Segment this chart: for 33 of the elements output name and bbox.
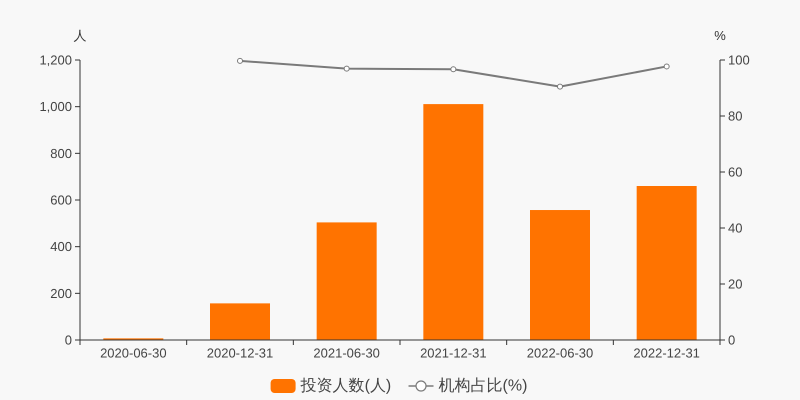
y-tick-label: 400 xyxy=(50,239,72,254)
x-tick-label: 2021-12-31 xyxy=(420,346,487,360)
y2-tick-label: 0 xyxy=(728,332,736,348)
x-tick-label: 2022-06-30 xyxy=(526,346,594,360)
legend-label: 机构占比(%) xyxy=(438,376,528,394)
x-tick-label: 2020-06-30 xyxy=(100,346,167,360)
y-tick-label: 1,000 xyxy=(39,99,72,114)
y-tick-label: 0 xyxy=(64,332,72,348)
y2-tick-label: 20 xyxy=(728,276,742,292)
point xyxy=(344,66,350,72)
y-tick-label: 200 xyxy=(50,286,72,301)
bar xyxy=(636,186,697,340)
point xyxy=(664,63,670,70)
y-tick-label: 1,200 xyxy=(39,52,72,68)
y2-axis-title: % xyxy=(714,28,726,43)
x-tick-label: 2020-12-31 xyxy=(206,346,274,360)
y-tick-label: 600 xyxy=(50,192,72,208)
x-tick-label: 2021-06-30 xyxy=(313,346,380,360)
point xyxy=(557,84,563,90)
y-axis-title: 人 xyxy=(74,28,86,43)
y2-tick-label: 80 xyxy=(728,108,742,124)
bar xyxy=(423,104,484,340)
y2-tick-label: 40 xyxy=(728,220,742,236)
y2-tick-label: 60 xyxy=(728,164,742,180)
y2-tick-label: 100 xyxy=(728,52,750,68)
bar xyxy=(316,222,377,340)
bar xyxy=(210,303,270,340)
x-tick-label: 2022-12-31 xyxy=(633,346,700,360)
bar xyxy=(530,210,590,340)
y-tick-label: 800 xyxy=(50,146,72,161)
point xyxy=(237,58,243,64)
point xyxy=(450,66,456,72)
legend-label: 投资人数(人) xyxy=(300,376,392,394)
